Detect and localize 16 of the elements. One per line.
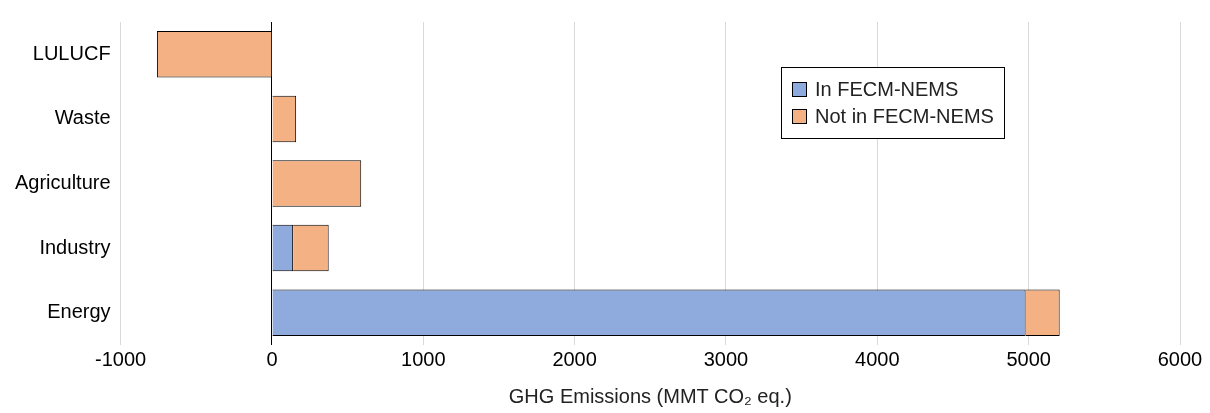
x-axis-title: GHG Emissions (MMT CO₂ eq.) [508,384,792,407]
y-tick-label: LULUCF [32,41,111,64]
x-tick-label: 3000 [703,347,749,370]
y-tick-label: Industry [39,235,111,258]
x-tick-label: 2000 [552,347,597,370]
x-tick-label: 4000 [855,347,900,370]
x-tick-label: 5000 [1006,347,1051,370]
x-tick-label: 1000 [401,347,446,370]
x-tick-label: 0 [266,347,278,370]
legend-label: In FECM-NEMS [815,78,959,101]
y-tick-label: Waste [54,106,111,129]
x-tick-label: 6000 [1157,347,1203,370]
y-tick-label: Energy [47,300,111,323]
legend-label: Not in FECM-NEMS [815,105,994,128]
x-tick-label: -1000 [95,347,147,370]
y-tick-label: Agriculture [14,171,111,194]
